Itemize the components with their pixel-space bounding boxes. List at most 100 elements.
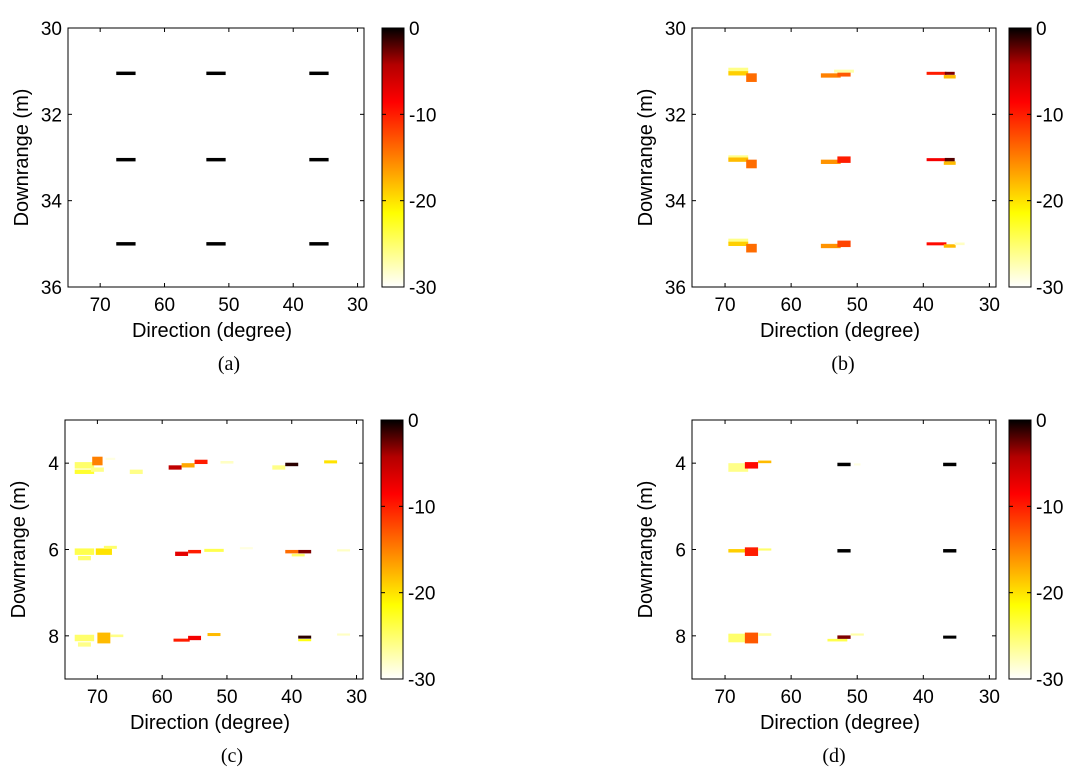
axes-frame bbox=[67, 27, 365, 288]
x-axis-label: Direction (degree) bbox=[132, 320, 292, 342]
x-tick-label: 40 bbox=[913, 687, 934, 708]
heatmap-cell bbox=[758, 633, 772, 636]
colorbar bbox=[1008, 419, 1032, 680]
heatmap-cell bbox=[744, 462, 759, 469]
heatmap-cell bbox=[728, 238, 749, 243]
heatmap-cell bbox=[90, 467, 104, 472]
colorbar-tick-label: -30 bbox=[1036, 670, 1063, 691]
heatmap-cell bbox=[110, 634, 124, 638]
colorbar-tick-label: 0 bbox=[408, 411, 419, 432]
heatmap-cell bbox=[746, 159, 757, 169]
heatmap-cell bbox=[298, 549, 312, 554]
heatmap-cell bbox=[298, 635, 312, 639]
chart-panel: 70 60 50 40 30 4 6 8 Direction (degree) Downrange… bbox=[8, 411, 435, 767]
x-tick-label: 70 bbox=[714, 295, 735, 316]
y-tick-label: 32 bbox=[41, 105, 62, 126]
x-tick-label: 30 bbox=[347, 295, 368, 316]
x-tick-label: 70 bbox=[714, 687, 735, 708]
colorbar-tick-label: -30 bbox=[409, 278, 436, 299]
x-axis-label: Direction (degree) bbox=[760, 320, 920, 342]
heatmap-cell bbox=[728, 241, 749, 246]
heatmap-cell bbox=[837, 70, 851, 77]
chart-panel: 70 60 50 40 30 4 6 8 Direction (degree) Downrange… bbox=[635, 411, 1063, 767]
colorbar-tick-label: -10 bbox=[408, 497, 435, 518]
y-tick-label: 34 bbox=[41, 192, 63, 213]
heatmap-cell bbox=[74, 469, 95, 474]
x-tick-label: 60 bbox=[152, 687, 173, 708]
y-tick-label: 6 bbox=[48, 541, 59, 562]
y-tick-label: 4 bbox=[48, 454, 59, 475]
heatmap-cells bbox=[728, 67, 965, 253]
x-axis-label: Direction (degree) bbox=[760, 712, 920, 734]
heatmap-cell bbox=[837, 156, 851, 163]
heatmap-cell bbox=[239, 547, 253, 550]
chart-panel: 70 60 50 40 30 30 32 34 36 Direction (degree) Down… bbox=[635, 19, 1063, 375]
x-tick-label: 50 bbox=[218, 295, 239, 316]
heatmap-cell bbox=[324, 460, 338, 464]
colorbar-tick-label: -20 bbox=[1036, 192, 1063, 213]
y-tick-label: 34 bbox=[665, 192, 687, 213]
heatmap-cells bbox=[74, 456, 351, 647]
x-tick-label: 70 bbox=[90, 295, 111, 316]
heatmap-cell bbox=[337, 633, 351, 636]
heatmap-cell bbox=[758, 548, 772, 551]
y-tick-label: 4 bbox=[675, 454, 686, 475]
colorbar-tick-label: -20 bbox=[409, 192, 436, 213]
heatmap-cell bbox=[105, 457, 116, 460]
heatmap-cell bbox=[820, 159, 841, 164]
x-tick-label: 50 bbox=[216, 687, 237, 708]
subfigure-caption: (d) bbox=[822, 745, 845, 767]
heatmap-cell bbox=[728, 549, 749, 553]
y-tick-label: 36 bbox=[41, 278, 62, 299]
y-tick-label: 36 bbox=[665, 278, 686, 299]
heatmap-cell bbox=[103, 545, 117, 549]
heatmap-cell bbox=[291, 553, 305, 557]
heatmap-cell bbox=[298, 639, 312, 642]
y-tick-label: 30 bbox=[665, 19, 686, 40]
axes-frame bbox=[691, 27, 997, 288]
subfigure-caption: (b) bbox=[831, 353, 854, 375]
x-tick-label: 40 bbox=[283, 295, 304, 316]
heatmap-cell bbox=[744, 632, 759, 644]
x-tick-label: 40 bbox=[281, 687, 302, 708]
heatmap-cell bbox=[74, 462, 95, 469]
heatmap-cell bbox=[834, 69, 854, 73]
heatmap-cells bbox=[116, 71, 329, 246]
heatmap-cell bbox=[827, 638, 848, 642]
heatmap-cell bbox=[943, 75, 956, 79]
heatmap-cell bbox=[853, 463, 861, 466]
y-axis-label: Downrange (m) bbox=[11, 89, 33, 227]
colorbar-tick-label: -20 bbox=[1036, 584, 1063, 605]
heatmap-cell bbox=[188, 635, 202, 641]
colorbar bbox=[381, 27, 405, 288]
plot-area bbox=[68, 28, 364, 287]
y-tick-label: 8 bbox=[48, 627, 59, 648]
x-tick-label: 60 bbox=[154, 295, 175, 316]
heatmap-cell bbox=[943, 635, 957, 639]
heatmap-cell bbox=[728, 633, 749, 643]
heatmap-cell bbox=[206, 157, 226, 162]
heatmap-cell bbox=[758, 460, 772, 464]
heatmap-cell bbox=[188, 549, 202, 554]
heatmap-cell bbox=[943, 549, 957, 553]
heatmap-cell bbox=[95, 548, 112, 555]
heatmap-cell bbox=[285, 462, 299, 467]
heatmap-cell bbox=[272, 465, 286, 470]
heatmap-cell bbox=[207, 633, 221, 637]
colorbar-tick-label: 0 bbox=[1036, 19, 1047, 40]
colorbar-tick-label: -20 bbox=[408, 584, 435, 605]
heatmap-cell bbox=[206, 242, 226, 246]
heatmap-cell bbox=[206, 71, 226, 76]
heatmap-cell bbox=[926, 158, 947, 162]
x-tick-label: 30 bbox=[346, 687, 367, 708]
heatmap-cell bbox=[220, 461, 234, 464]
heatmap-cell bbox=[285, 549, 299, 554]
colorbar-tick-label: -30 bbox=[408, 670, 435, 691]
heatmap-cell bbox=[74, 548, 95, 555]
heatmap-cell bbox=[746, 243, 757, 253]
heatmap-cell bbox=[820, 243, 841, 249]
x-tick-label: 70 bbox=[87, 687, 108, 708]
chart-panel: 70 60 50 40 30 30 32 34 36 Direction (degree) Down… bbox=[11, 19, 436, 375]
heatmap-cells bbox=[728, 460, 957, 644]
